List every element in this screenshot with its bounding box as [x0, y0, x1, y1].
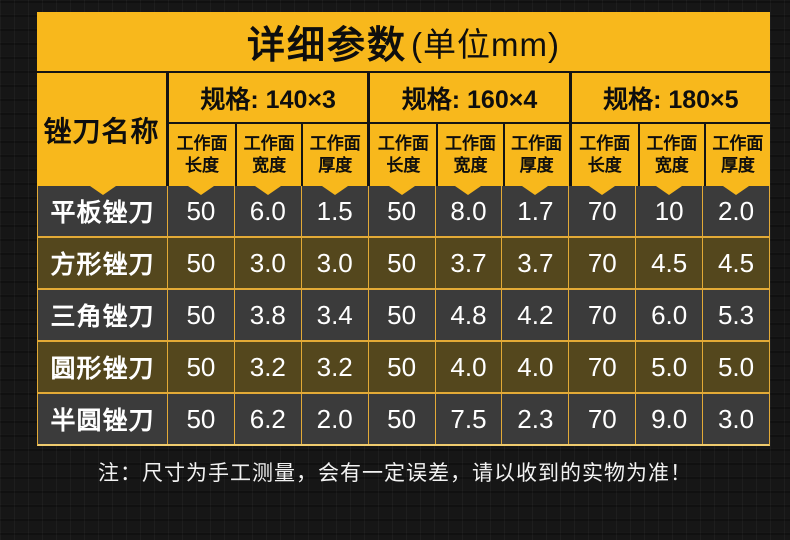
spec-sheet: 详细参数 (单位mm) 锉刀名称 规格: 140×3 工作面 长度 工作面 宽度… [37, 12, 770, 446]
sub-header-row: 工作面 长度 工作面 宽度 工作面 厚度 [169, 124, 367, 186]
notch-triangle-icon [455, 186, 482, 195]
spec-value: 50 [168, 290, 234, 340]
spec-value: 3.7 [502, 238, 569, 288]
spec-group-160x4: 规格: 160×4 工作面 长度 工作面 宽度 工作面 厚度 [367, 73, 569, 186]
notch-triangle-icon [522, 186, 549, 195]
notch-triangle-icon [321, 186, 348, 195]
sub-header-bottom: 宽度 [453, 156, 488, 175]
spec-value: 2.0 [301, 394, 368, 444]
spec-value: 50 [168, 394, 234, 444]
sub-header-row: 工作面 长度 工作面 宽度 工作面 厚度 [370, 124, 568, 186]
spec-value: 50 [368, 394, 435, 444]
spec-value: 50 [168, 238, 234, 288]
spec-value: 4.0 [435, 342, 502, 392]
spec-value: 1.7 [502, 186, 569, 236]
spec-value: 4.0 [502, 342, 569, 392]
spec-value: 70 [569, 342, 636, 392]
spec-value: 50 [168, 342, 234, 392]
spec-value: 3.7 [435, 238, 502, 288]
row-name: 圆形锉刀 [38, 342, 167, 392]
notch-triangle-icon [89, 186, 116, 195]
spec-table-body: 平板锉刀 50 6.0 1.5 50 8.0 1.7 70 10 2.0 方形锉… [37, 186, 770, 446]
title-unit: (单位mm) [411, 25, 560, 63]
sub-header-width: 工作面 宽度 [637, 124, 704, 186]
sub-header-top: 工作面 [646, 133, 698, 153]
spec-value: 3.0 [703, 394, 769, 444]
notch-triangle-icon [254, 186, 281, 195]
sub-header-bottom: 长度 [185, 156, 220, 175]
sub-header-top: 工作面 [579, 133, 631, 153]
spec-value: 5.3 [703, 290, 769, 340]
spec-group-140x3: 规格: 140×3 工作面 长度 工作面 宽度 工作面 厚度 [166, 73, 368, 186]
spec-value: 50 [368, 238, 435, 288]
sub-header-top: 工作面 [243, 133, 295, 153]
sub-header-length: 工作面 长度 [169, 124, 235, 186]
sub-header-bottom: 宽度 [252, 156, 287, 175]
spec-value: 3.2 [234, 342, 301, 392]
sub-header-thickness: 工作面 厚度 [502, 124, 569, 186]
sub-header-bottom: 长度 [386, 156, 421, 175]
spec-value: 1.5 [301, 186, 368, 236]
spec-value: 70 [569, 290, 636, 340]
sub-header-length: 工作面 长度 [572, 124, 638, 186]
sub-header-thickness: 工作面 厚度 [301, 124, 367, 186]
spec-group-label: 规格: 160×4 [370, 73, 569, 124]
spec-value: 4.2 [502, 290, 569, 340]
column-header-name: 锉刀名称 [43, 115, 160, 147]
page-title: 详细参数 [247, 25, 408, 67]
spec-value: 9.0 [636, 394, 703, 444]
spec-value: 3.4 [301, 290, 368, 340]
sub-header-top: 工作面 [712, 133, 764, 153]
spec-value: 5.0 [703, 342, 769, 392]
measurement-note: 注：尺寸为手工测量，会有一定误差，请以收到的实物为准！ [98, 462, 692, 485]
spec-value: 3.2 [301, 342, 368, 392]
spec-value: 2.3 [502, 394, 569, 444]
sub-header-bottom: 厚度 [318, 156, 353, 175]
sub-header-bottom: 厚度 [720, 156, 755, 175]
sub-header-top: 工作面 [511, 133, 563, 153]
sub-header-width: 工作面 宽度 [436, 124, 502, 186]
spec-value: 50 [368, 342, 435, 392]
spec-value: 50 [368, 290, 435, 340]
sub-header-thickness: 工作面 厚度 [703, 124, 770, 186]
sub-header-bottom: 宽度 [654, 156, 689, 175]
sub-header-bottom: 厚度 [519, 156, 554, 175]
spec-value: 7.5 [435, 394, 502, 444]
spec-value: 2.0 [703, 186, 769, 236]
sub-header-top: 工作面 [309, 133, 361, 153]
row-name: 三角锉刀 [38, 290, 167, 340]
table-header: 锉刀名称 规格: 140×3 工作面 长度 工作面 宽度 工作面 厚度 规格: … [37, 73, 770, 186]
title-bar: 详细参数 (单位mm) [37, 12, 770, 73]
spec-value: 70 [569, 238, 636, 288]
spec-value: 3.0 [301, 238, 368, 288]
sub-header-width: 工作面 宽度 [235, 124, 301, 186]
notch-triangle-icon [656, 186, 683, 195]
spec-value: 3.8 [234, 290, 301, 340]
spec-value: 5.0 [636, 342, 703, 392]
sub-header-top: 工作面 [444, 133, 496, 153]
sub-header-bottom: 长度 [587, 156, 622, 175]
spec-value: 50 [168, 186, 234, 236]
spec-group-label: 规格: 140×3 [169, 73, 368, 124]
spec-value: 6.2 [234, 394, 301, 444]
spec-value: 4.8 [435, 290, 502, 340]
notch-triangle-icon [388, 186, 415, 195]
notch-triangle-icon [187, 186, 214, 195]
spec-group-label: 规格: 180×5 [571, 73, 770, 124]
spec-value: 4.5 [636, 238, 703, 288]
sub-header-length: 工作面 长度 [370, 124, 436, 186]
spec-group-180x5: 规格: 180×5 工作面 长度 工作面 宽度 工作面 厚度 [568, 73, 770, 186]
sub-header-row: 工作面 长度 工作面 宽度 工作面 厚度 [572, 124, 770, 186]
notch-triangle-icon [589, 186, 616, 195]
spec-value: 70 [569, 394, 636, 444]
sub-header-top: 工作面 [176, 133, 228, 153]
row-name: 半圆锉刀 [38, 394, 167, 444]
sub-header-top: 工作面 [377, 133, 429, 153]
notch-triangle-icon [723, 186, 750, 195]
spec-value: 6.0 [636, 290, 703, 340]
spec-value: 3.0 [234, 238, 301, 288]
row-name: 方形锉刀 [38, 238, 167, 288]
spec-value: 4.5 [703, 238, 769, 288]
